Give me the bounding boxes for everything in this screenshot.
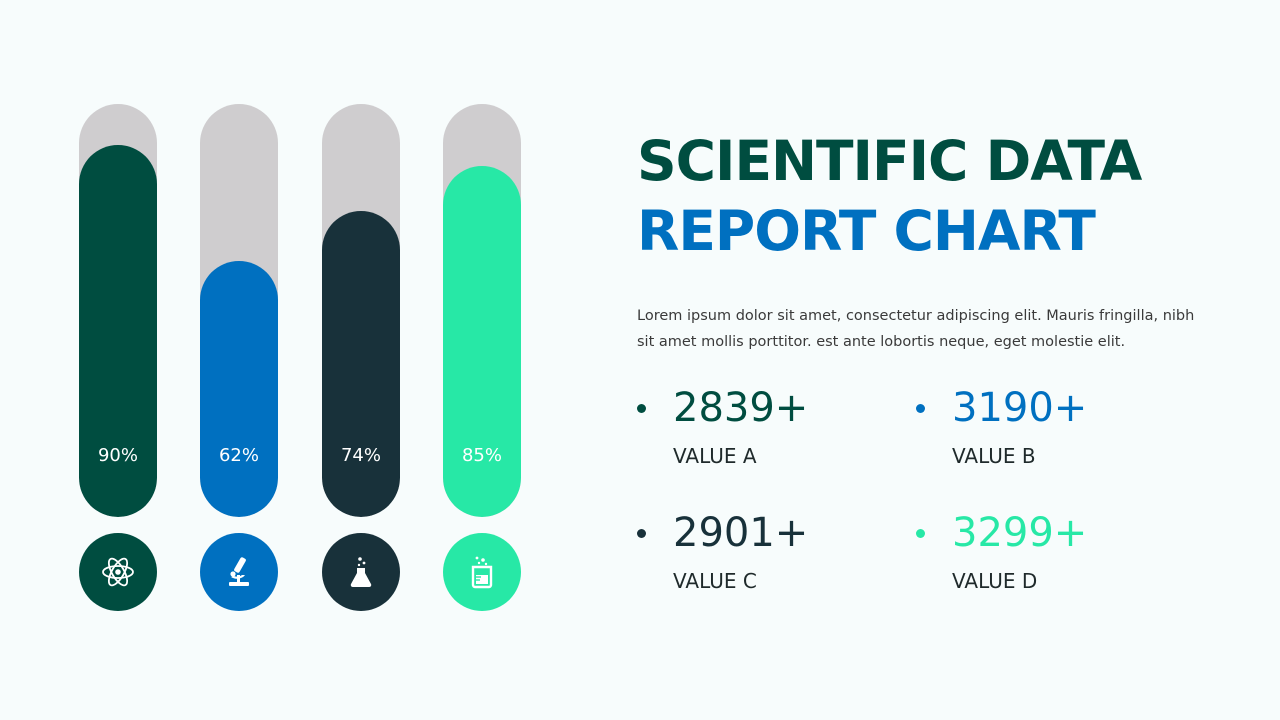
beaker-icon-badge	[443, 533, 521, 611]
stat-label: VALUE C	[673, 569, 757, 593]
page-title: SCIENTIFIC DATA REPORT CHART	[637, 126, 1142, 266]
bar-chart: 90% 62% 74% 85%	[0, 0, 600, 720]
title-line-2: REPORT CHART	[637, 199, 1096, 263]
microscope-icon-badge	[200, 533, 278, 611]
stat-label: VALUE A	[673, 444, 757, 468]
description-text: Lorem ipsum dolor sit amet, consectetur …	[637, 308, 1195, 350]
bullet-dot	[916, 404, 925, 413]
atom-icon-badge	[79, 533, 157, 611]
bar	[322, 211, 400, 517]
bar-track: 90%	[79, 104, 157, 517]
bar-value-label: 85%	[461, 445, 502, 466]
bullet-dot	[637, 529, 646, 538]
bar	[79, 145, 157, 517]
bar-track: 62%	[200, 104, 278, 517]
bar	[200, 261, 278, 517]
bar-track: 85%	[443, 104, 521, 517]
microscope-icon	[229, 557, 249, 586]
bullet-dot	[637, 404, 646, 413]
atom-icon	[102, 557, 134, 587]
stat-label: VALUE D	[952, 569, 1038, 593]
stat-number: 2839+	[673, 385, 809, 431]
stat-number: 3190+	[952, 385, 1088, 431]
stat-label: VALUE B	[952, 444, 1036, 468]
stat-number: 2901+	[673, 510, 809, 556]
bar	[443, 166, 521, 517]
stat-number: 3299+	[952, 510, 1088, 556]
bar-value-label: 90%	[97, 445, 138, 466]
bar-value-label: 62%	[218, 445, 259, 466]
bar-value-label: 74%	[340, 445, 381, 466]
flask-icon-badge	[322, 533, 400, 611]
flask-icon	[350, 557, 372, 588]
beaker-icon	[471, 556, 493, 589]
title-line-1: SCIENTIFIC DATA	[637, 129, 1142, 193]
bar-track: 74%	[322, 104, 400, 517]
bullet-dot	[916, 529, 925, 538]
